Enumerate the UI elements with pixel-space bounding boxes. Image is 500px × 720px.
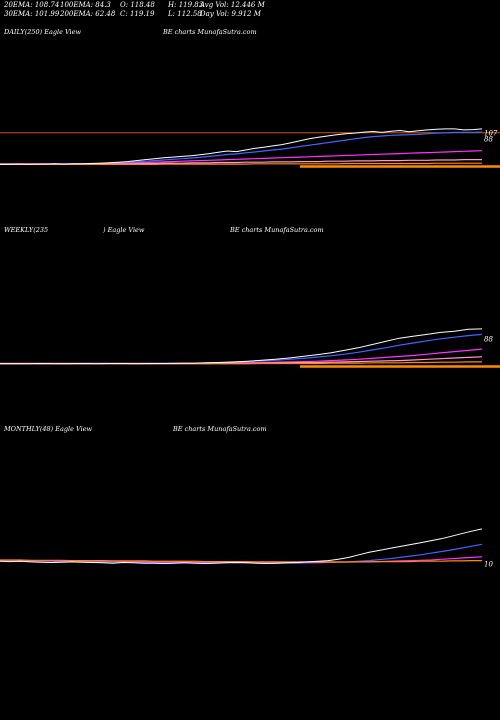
price-line [0, 328, 483, 365]
tick-label-0: 107 [484, 129, 498, 137]
price-line [0, 528, 483, 565]
monthly-watermark: BE charts MunafaSutra.com [173, 425, 267, 433]
weekly-chart: 88 [0, 328, 500, 368]
weekly-watermark: BE charts MunafaSutra.com [230, 226, 324, 234]
stat-close: C: 119.19 [120, 10, 155, 18]
stat-20ema: 20EMA: 108.74 [4, 1, 60, 9]
tick-label-1: 88 [484, 135, 493, 143]
stat-open: O: 118.48 [120, 1, 155, 9]
ema-line-3 [0, 162, 482, 166]
monthly-chart: 10 [0, 528, 493, 568]
weekly-panel-label: WEEKLY(235 [4, 226, 49, 234]
price-line [0, 128, 483, 165]
monthly-panel-label: MONTHLY(48) Eagle View [4, 425, 93, 433]
stat-100ema: 100EMA: 84.3 [60, 1, 111, 9]
stat-30ema: 30EMA: 101.99 [4, 10, 60, 18]
daily-watermark: BE charts MunafaSutra.com [163, 28, 257, 36]
stat-200ema: 200EMA: 62.48 [60, 10, 116, 18]
weekly-panel-label-suffix: ) Eagle View [103, 226, 145, 234]
stat-high: H: 119.83 [168, 1, 204, 9]
stat-day-vol: Day Vol: 9.912 M [200, 10, 261, 18]
stat-avg-vol: Avg Vol: 12.446 M [200, 1, 265, 9]
tick-label-0: 10 [484, 560, 493, 568]
ema-line-0 [0, 333, 483, 365]
stat-low: L: 112.58 [168, 10, 202, 18]
ema-line-2 [0, 559, 482, 563]
daily-panel-label: DAILY(250) Eagle View [4, 28, 82, 36]
tick-label-0: 88 [484, 335, 493, 343]
